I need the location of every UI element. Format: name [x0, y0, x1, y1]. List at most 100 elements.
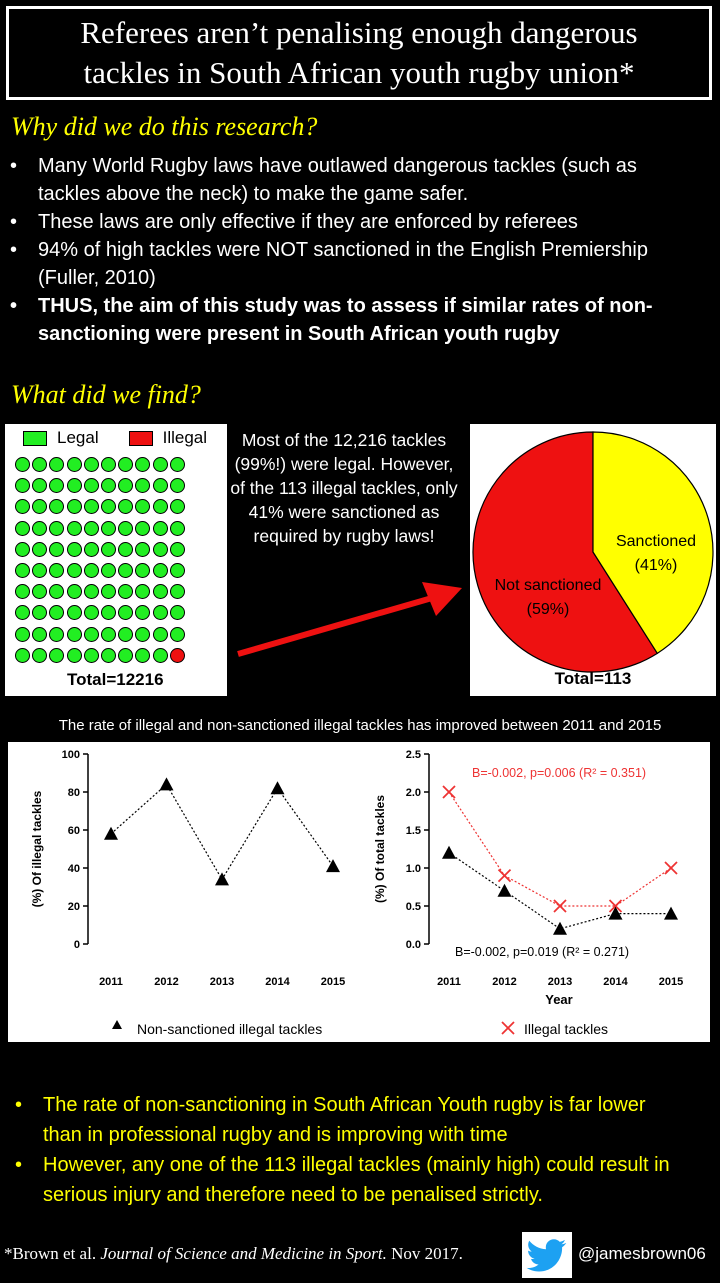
- waffle-dot-legal: [135, 584, 151, 600]
- waffle-dot-legal: [66, 626, 82, 642]
- findings-text: Most of the 12,216 tackles (99%!) were l…: [230, 430, 458, 546]
- waffle-dot-legal: [15, 584, 30, 600]
- waffle-dot-legal: [118, 541, 134, 557]
- waffle-dot-legal: [152, 541, 168, 557]
- conclusions-list: The rate of non-sanctioning in South Afr…: [0, 1090, 683, 1210]
- legend-swatch-illegal: [128, 430, 153, 446]
- x-tick-label: 2014: [603, 976, 628, 988]
- waffle-dot-legal: [118, 584, 134, 600]
- waffle-panel: Legal Illegal Total=12216: [5, 424, 227, 696]
- waffle-dot-legal: [118, 647, 134, 663]
- waffle-dot-legal: [100, 647, 116, 663]
- waffle-dot-legal: [169, 541, 185, 557]
- waffle-dot-legal: [66, 647, 82, 663]
- waffle-dot-legal: [15, 478, 30, 494]
- waffle-dot-legal: [49, 541, 65, 557]
- waffle-dot-legal: [32, 584, 48, 600]
- waffle-total: Total=12216: [67, 670, 164, 689]
- waffle-dot-legal: [83, 605, 99, 621]
- y-tick-label: 2.0: [406, 787, 421, 799]
- x-tick-label: 2013: [210, 976, 234, 988]
- triangle-point: [104, 826, 118, 840]
- waffle-dot-legal: [152, 499, 168, 515]
- triangle-point: [664, 906, 678, 920]
- waffle-dot-illegal: [169, 647, 185, 663]
- conclusion-item: However, any one of the 113 illegal tack…: [0, 1150, 683, 1210]
- pie-total: Total=113: [555, 669, 632, 688]
- waffle-dot-legal: [100, 520, 116, 536]
- triangle-point: [608, 906, 623, 920]
- x-tick-label: 2014: [265, 976, 290, 988]
- waffle-dot-legal: [32, 647, 48, 663]
- waffle-dot-legal: [152, 647, 168, 663]
- x-point: [608, 899, 623, 913]
- chart1-ylabel: (%) Of illegal tackles: [30, 790, 44, 907]
- pie-slice-not-sanctioned: [472, 431, 659, 673]
- waffle-dot-legal: [49, 457, 65, 472]
- waffle-dot-legal: [118, 457, 134, 472]
- citation-date: Nov 2017.: [391, 1244, 463, 1263]
- twitter-icon[interactable]: [522, 1232, 572, 1278]
- waffle-dot-legal: [66, 457, 82, 472]
- waffle-dot-legal: [32, 457, 48, 472]
- arrow-icon: [237, 582, 462, 657]
- y-tick-label: 40: [68, 863, 80, 875]
- waffle-dot-legal: [32, 605, 48, 621]
- waffle-dot-legal: [49, 478, 65, 494]
- title-box: Referees aren’t penalising enough danger…: [6, 6, 712, 100]
- waffle-dot-legal: [118, 605, 134, 621]
- x-tick-label: 2015: [321, 976, 345, 988]
- waffle-dot-legal: [15, 520, 30, 536]
- waffle-dot-legal: [169, 562, 185, 578]
- waffle-dot-legal: [83, 457, 99, 472]
- waffle-dot-legal: [32, 478, 48, 494]
- waffle-dot-legal: [135, 541, 151, 557]
- waffle-dot-legal: [169, 605, 185, 621]
- pie-chart: Sanctioned (41%) Not sanctioned (59%) To…: [472, 431, 714, 688]
- citation: *Brown et al. Journal of Science and Med…: [4, 1244, 463, 1264]
- waffle-dot-legal: [49, 499, 65, 515]
- waffle-dot-legal: [66, 605, 82, 621]
- waffle-dot-legal: [100, 626, 116, 642]
- y-tick-label: 80: [68, 787, 80, 799]
- x-tick-label: 2015: [659, 976, 683, 988]
- waffle-dot-legal: [118, 499, 134, 515]
- waffle-dot-legal: [32, 520, 48, 536]
- waffle-dot-legal: [15, 562, 30, 578]
- waffle-dot-legal: [135, 647, 151, 663]
- bullet-item: 94% of high tackles were NOT sanctioned …: [0, 236, 688, 292]
- section1-bullets: Many World Rugby laws have outlawed dang…: [0, 152, 688, 348]
- waffle-dot-legal: [66, 478, 82, 494]
- waffle-dot-legal: [32, 541, 48, 557]
- waffle-dot-legal: [135, 478, 151, 494]
- page-title: Referees aren’t penalising enough danger…: [80, 15, 638, 90]
- bullet-item: Many World Rugby laws have outlawed dang…: [0, 152, 688, 208]
- section1-heading: Why did we do this research?: [11, 112, 318, 141]
- bullet-item: THUS, the aim of this study was to asses…: [0, 292, 688, 348]
- pie-pct-not-sanctioned: (59%): [527, 601, 570, 618]
- pie-label-sanctioned: Sanctioned: [616, 533, 696, 550]
- triangle-point: [553, 921, 567, 935]
- citation-journal: Journal of Science and Medicine in Sport…: [100, 1244, 387, 1263]
- twitter-handle[interactable]: @jamesbrown06: [578, 1244, 706, 1263]
- legend-swatch-legal: [23, 430, 47, 446]
- waffle-dot-legal: [49, 605, 65, 621]
- x-tick-label: 2013: [548, 976, 572, 988]
- waffle-dot-legal: [66, 541, 82, 557]
- waffle-dot-legal: [135, 626, 151, 642]
- waffle-dot-legal: [66, 499, 82, 515]
- chart1-legend-marker: [112, 1020, 122, 1029]
- chart2-legend-marker: [501, 1021, 515, 1035]
- pie-label-not-sanctioned: Not sanctioned: [495, 577, 602, 594]
- y-tick-label: 1.5: [406, 825, 421, 837]
- waffle-grid: [15, 454, 187, 666]
- waffle-dot-legal: [152, 478, 168, 494]
- x-point: [497, 868, 512, 883]
- waffle-dot-legal: [100, 499, 116, 515]
- waffle-dot-legal: [32, 626, 48, 642]
- triangle-point: [442, 845, 456, 859]
- x-point: [442, 785, 456, 799]
- waffle-legend: Legal Illegal: [23, 428, 207, 448]
- waffle-dot-legal: [83, 584, 99, 600]
- bullet-item: These laws are only effective if they ar…: [0, 208, 688, 236]
